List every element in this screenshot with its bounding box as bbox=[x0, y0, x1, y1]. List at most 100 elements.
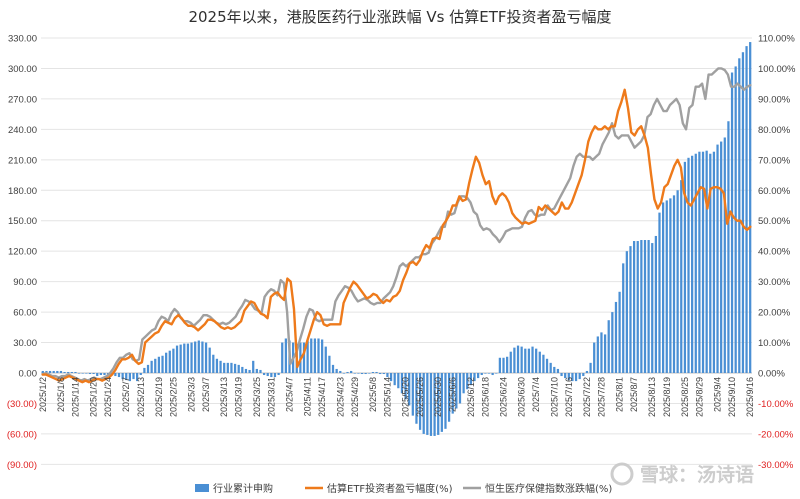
x-axis-tick-label: 2025/4/23 bbox=[335, 377, 345, 417]
x-axis-tick-label: 2025/2/7 bbox=[121, 377, 131, 412]
left-axis-tick-label: 90.00 bbox=[13, 277, 37, 288]
bar bbox=[223, 362, 226, 373]
bar bbox=[506, 356, 509, 373]
bar bbox=[175, 345, 179, 373]
x-axis-tick-label: 2025/3/13 bbox=[219, 377, 229, 417]
bar bbox=[146, 364, 150, 373]
x-axis-tick-label: 2025/3/7 bbox=[201, 377, 211, 412]
bar bbox=[233, 363, 237, 373]
x-axis-tick-label: 2025/7/28 bbox=[596, 377, 606, 417]
bar bbox=[749, 42, 752, 374]
bar bbox=[701, 151, 705, 373]
x-axis-tick-label: 2025/5/30 bbox=[433, 377, 443, 417]
bar bbox=[121, 373, 124, 380]
bar bbox=[582, 373, 585, 377]
bar bbox=[527, 348, 531, 373]
bar bbox=[705, 150, 708, 373]
x-axis-tick-label: 2025/7/22 bbox=[582, 377, 592, 417]
bar bbox=[603, 334, 607, 373]
bar bbox=[194, 341, 197, 373]
bar bbox=[230, 362, 233, 373]
bar bbox=[52, 370, 55, 373]
bar bbox=[306, 340, 309, 373]
x-axis-tick-label: 2025/9/4 bbox=[713, 377, 723, 412]
x-axis-tick-label: 2025/1/8 bbox=[56, 377, 66, 412]
bar bbox=[698, 151, 701, 373]
bar bbox=[520, 346, 523, 373]
bar bbox=[658, 212, 661, 373]
bar bbox=[273, 373, 277, 378]
left-axis-tick-label: 330.00 bbox=[8, 34, 37, 45]
left-axis-tick-label: 300.00 bbox=[8, 64, 37, 75]
left-axis-tick-label: (90.00) bbox=[7, 460, 37, 471]
bar bbox=[538, 351, 541, 373]
bar bbox=[451, 373, 454, 414]
x-axis-tick-label: 2025/9/10 bbox=[727, 377, 737, 417]
x-axis-tick-label: 2025/6/24 bbox=[499, 377, 509, 417]
bar bbox=[564, 373, 567, 379]
bar bbox=[651, 243, 654, 373]
bar bbox=[560, 373, 563, 377]
bar bbox=[143, 367, 146, 373]
bar bbox=[502, 357, 505, 373]
bar bbox=[473, 373, 476, 382]
x-axis-tick-label: 2025/1/24 bbox=[103, 377, 113, 417]
bar bbox=[622, 263, 625, 373]
right-axis-tick-label: 0.00% bbox=[758, 369, 785, 380]
bar bbox=[125, 373, 128, 381]
bar bbox=[353, 373, 356, 374]
bar bbox=[683, 161, 687, 373]
right-axis: -30.00% -20.00% -10.00% 0.00% 10.00% 20.00% 30… bbox=[758, 34, 796, 471]
bar bbox=[357, 373, 360, 374]
bar bbox=[368, 373, 371, 374]
bar bbox=[96, 373, 99, 377]
bar bbox=[136, 373, 139, 382]
x-axis-tick-label: 2025/1/20 bbox=[89, 377, 99, 417]
bar bbox=[694, 153, 697, 373]
bar bbox=[259, 369, 262, 373]
bar bbox=[74, 371, 77, 373]
bar bbox=[186, 343, 190, 373]
left-axis-tick-label: 120.00 bbox=[8, 247, 37, 258]
bar bbox=[328, 355, 331, 373]
legend-swatch-bars bbox=[195, 484, 209, 492]
bar bbox=[665, 200, 668, 373]
x-axis-tick-label: 2025/5/14 bbox=[382, 377, 392, 417]
bar bbox=[516, 345, 520, 373]
bar bbox=[132, 373, 135, 380]
x-axis-tick-label: 2025/5/20 bbox=[401, 377, 411, 417]
x-axis-tick-label: 2025/6/30 bbox=[517, 377, 527, 417]
bar-series-group bbox=[41, 42, 752, 436]
right-axis-tick-label: -30.00% bbox=[758, 460, 794, 471]
x-axis-tick-label: 2025/8/7 bbox=[629, 377, 639, 412]
x-axis-tick-label: 2025/3/3 bbox=[187, 377, 197, 412]
x-axis-tick-label: 2025/8/19 bbox=[662, 377, 672, 417]
bar bbox=[270, 373, 273, 378]
bar bbox=[447, 373, 451, 422]
bar bbox=[611, 312, 614, 373]
x-axis-tick-label: 2025/2/19 bbox=[154, 377, 164, 417]
bar bbox=[741, 52, 745, 374]
bar bbox=[382, 373, 385, 375]
bar bbox=[462, 373, 465, 394]
bar bbox=[618, 291, 621, 373]
bar bbox=[723, 137, 726, 373]
bar bbox=[317, 338, 320, 373]
bar bbox=[712, 151, 716, 373]
bar bbox=[128, 373, 131, 382]
bar bbox=[389, 373, 393, 382]
bar bbox=[643, 240, 647, 373]
bar bbox=[172, 348, 175, 373]
bar bbox=[444, 373, 447, 429]
bar bbox=[614, 301, 618, 373]
x-axis-tick-label: 2025/7/10 bbox=[549, 377, 559, 417]
x-axis-tick-label: 2025/4/29 bbox=[350, 377, 360, 417]
bar bbox=[466, 373, 469, 390]
bar bbox=[553, 366, 556, 373]
bar bbox=[339, 370, 342, 373]
bar bbox=[600, 332, 603, 373]
bar bbox=[56, 370, 59, 373]
bar bbox=[386, 373, 389, 378]
bar bbox=[88, 373, 92, 375]
